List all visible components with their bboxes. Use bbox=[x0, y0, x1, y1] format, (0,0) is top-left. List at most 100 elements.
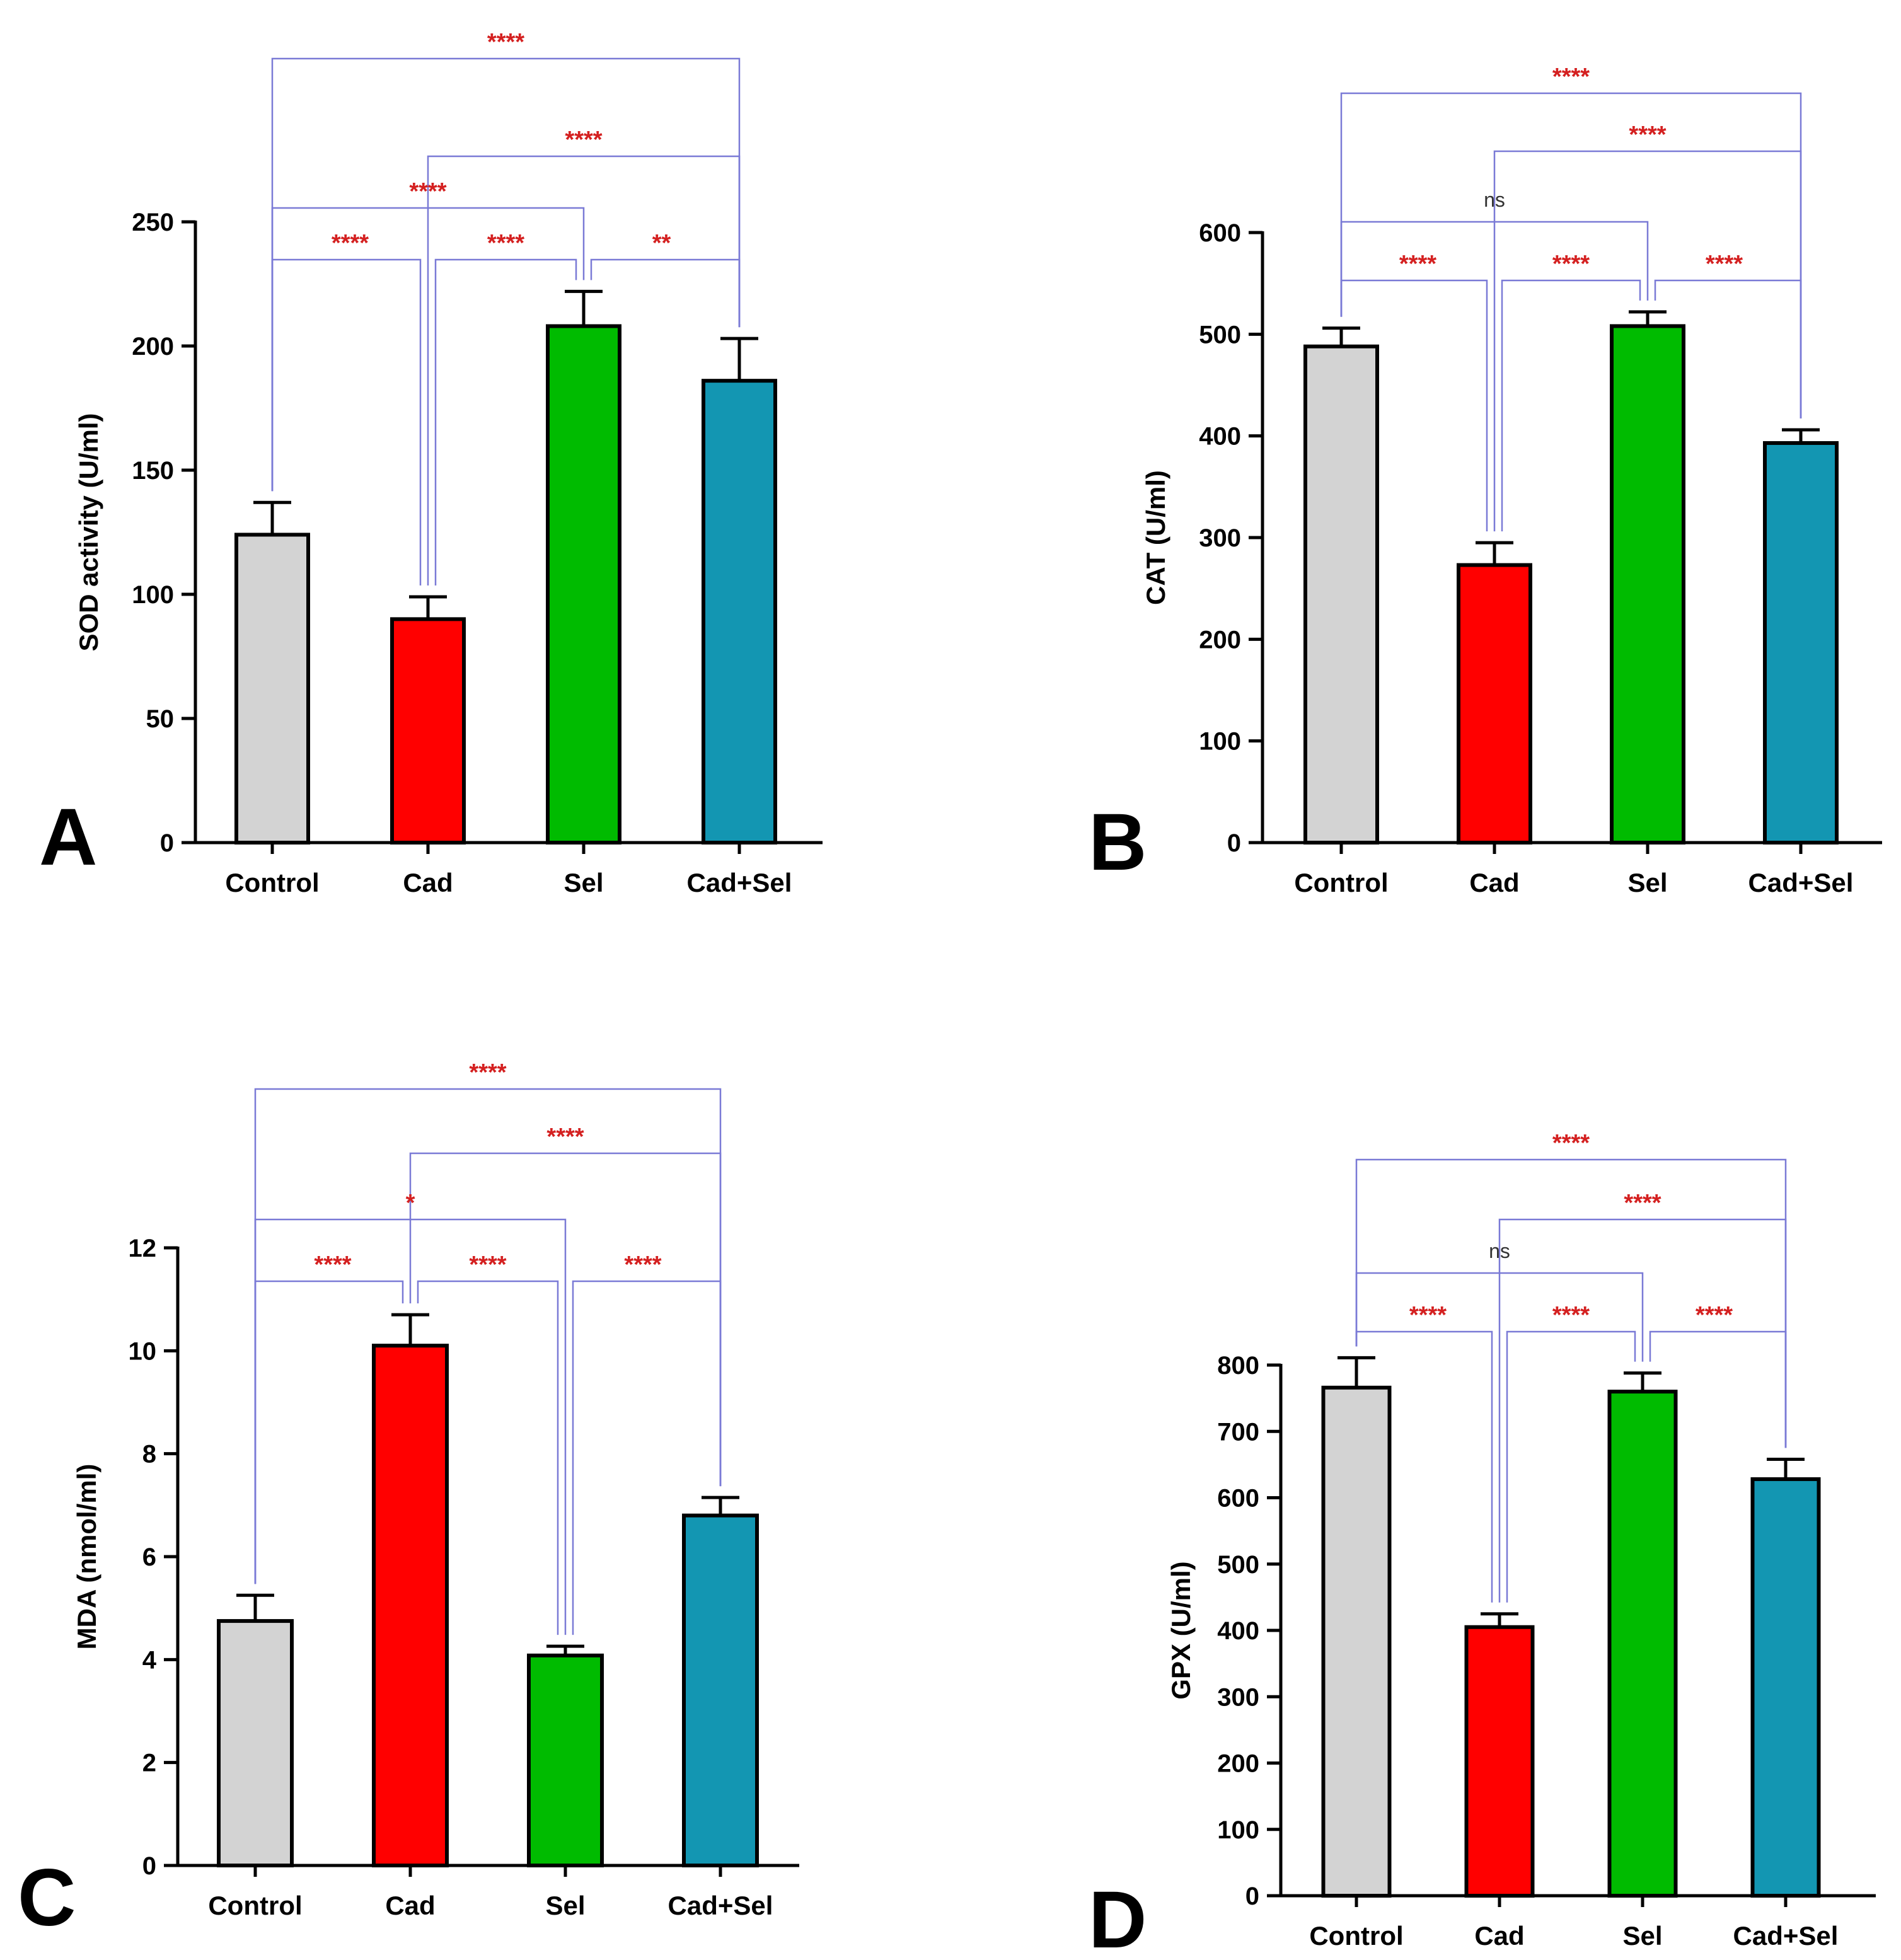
y-tick-label: 700 bbox=[1217, 1418, 1259, 1446]
y-tick-label: 600 bbox=[1217, 1485, 1259, 1513]
y-tick-label: 12 bbox=[129, 1235, 157, 1262]
significance-label: **** bbox=[332, 230, 369, 257]
y-tick-label: 500 bbox=[1217, 1551, 1259, 1579]
panel-letter: B bbox=[1089, 797, 1147, 887]
significance-bracket bbox=[1355, 1272, 1644, 1362]
significance-bracket bbox=[434, 258, 577, 585]
panel-letter: D bbox=[1089, 1875, 1147, 1960]
bar-control bbox=[1303, 344, 1379, 845]
y-axis-label: SOD activity (U/ml) bbox=[74, 413, 103, 651]
x-tick-label: Cad bbox=[385, 1891, 435, 1920]
y-axis-label: CAT (U/ml) bbox=[1141, 470, 1170, 605]
x-tick-label: Cad+Sel bbox=[687, 868, 792, 897]
y-tick-label: 200 bbox=[132, 333, 174, 360]
significance-label: **** bbox=[409, 178, 446, 205]
y-tick-label: 50 bbox=[146, 705, 175, 733]
x-tick-label: Cad bbox=[403, 868, 453, 897]
bar-control bbox=[1321, 1385, 1392, 1898]
y-tick-label: 200 bbox=[1217, 1750, 1259, 1778]
y-tick-label: 250 bbox=[132, 209, 174, 236]
significance-label: **** bbox=[1409, 1302, 1447, 1329]
y-axis-label: GPX (U/ml) bbox=[1166, 1561, 1196, 1699]
bar-cad-sel bbox=[1763, 441, 1839, 845]
significance-bracket bbox=[1649, 1330, 1787, 1448]
y-tick-label: 500 bbox=[1199, 321, 1241, 349]
bar-cad-sel bbox=[1750, 1477, 1821, 1898]
significance-bracket bbox=[254, 1280, 404, 1584]
bar-sel bbox=[1607, 1390, 1678, 1898]
significance-bracket bbox=[1340, 221, 1649, 317]
y-tick-label: 100 bbox=[1199, 728, 1241, 756]
significance-label: **** bbox=[469, 1059, 506, 1086]
bar-cad bbox=[1457, 563, 1532, 845]
bar-sel bbox=[527, 1653, 604, 1868]
significance-bracket bbox=[1340, 279, 1488, 532]
significance-label: ** bbox=[652, 230, 671, 257]
y-tick-label: 100 bbox=[132, 581, 174, 609]
significance-bracket bbox=[590, 258, 741, 328]
significance-label: **** bbox=[487, 29, 524, 55]
y-tick-label: 0 bbox=[1227, 829, 1241, 857]
bar-cad bbox=[372, 1344, 449, 1868]
x-tick-label: Cad+Sel bbox=[1733, 1921, 1839, 1951]
y-tick-label: 400 bbox=[1217, 1617, 1259, 1645]
significance-label: **** bbox=[565, 127, 602, 153]
x-tick-label: Cad bbox=[1474, 1921, 1524, 1951]
y-tick-label: 800 bbox=[1217, 1352, 1259, 1380]
y-tick-label: 600 bbox=[1199, 219, 1241, 247]
significance-label: **** bbox=[314, 1252, 351, 1278]
significance-label: **** bbox=[1552, 1130, 1590, 1156]
bar-sel bbox=[1610, 324, 1685, 845]
bar-control bbox=[234, 533, 310, 845]
x-tick-label: Control bbox=[208, 1891, 302, 1920]
significance-bracket bbox=[1501, 279, 1641, 532]
panel-letter: C bbox=[18, 1853, 76, 1943]
significance-label: **** bbox=[1629, 122, 1666, 148]
significance-label: * bbox=[406, 1190, 415, 1216]
y-tick-label: 0 bbox=[1245, 1882, 1259, 1910]
x-tick-label: Control bbox=[1309, 1921, 1403, 1951]
bar-control bbox=[217, 1619, 294, 1867]
panel-d: 0 100 200 300 400 500 600 700 800 GPX (U/ml) Contr… bbox=[1089, 1130, 1876, 1960]
y-tick-label: 2 bbox=[142, 1750, 156, 1777]
significance-bracket bbox=[1654, 279, 1802, 418]
y-tick-label: 300 bbox=[1217, 1683, 1259, 1711]
y-tick-label: 0 bbox=[160, 829, 174, 857]
significance-label: **** bbox=[1706, 251, 1743, 277]
significance-bracket bbox=[427, 155, 741, 585]
significance-bracket bbox=[572, 1280, 722, 1635]
x-tick-label: Control bbox=[1294, 868, 1388, 897]
panel-letter: A bbox=[39, 792, 97, 882]
y-tick-label: 10 bbox=[129, 1337, 157, 1365]
significance-label: **** bbox=[1552, 64, 1590, 90]
y-tick-label: 0 bbox=[142, 1852, 156, 1880]
significance-bracket bbox=[1355, 1330, 1493, 1603]
significance-label: ns bbox=[1484, 188, 1505, 211]
x-tick-label: Sel bbox=[563, 868, 603, 897]
y-tick-label: 300 bbox=[1199, 524, 1241, 552]
y-axis-label: MDA (nmol/ml) bbox=[72, 1464, 101, 1650]
x-tick-label: Cad bbox=[1469, 868, 1519, 897]
y-tick-label: 400 bbox=[1199, 423, 1241, 451]
significance-label: **** bbox=[1399, 251, 1436, 277]
bar-cad-sel bbox=[682, 1513, 759, 1868]
panel-b: 0 100 200 300 400 500 600 CAT (U/ml) Control Cad S… bbox=[1089, 64, 1882, 897]
x-tick-label: Cad+Sel bbox=[1748, 868, 1854, 897]
significance-label: **** bbox=[624, 1252, 661, 1278]
panel-a: 0 50 100 150 200 250 SOD activity (U/ml) Contro… bbox=[39, 29, 823, 897]
x-tick-label: Sel bbox=[1627, 868, 1667, 897]
x-tick-label: Cad+Sel bbox=[668, 1891, 773, 1920]
bar-sel bbox=[546, 324, 621, 845]
significance-bracket bbox=[417, 1280, 559, 1635]
y-tick-label: 8 bbox=[142, 1441, 156, 1468]
y-tick-label: 4 bbox=[142, 1646, 157, 1674]
panel-c: 0 2 4 6 8 10 12 MDA (nmol/ml) Control Cad Sel Cad+S… bbox=[18, 1059, 799, 1943]
significance-label: **** bbox=[1624, 1190, 1661, 1216]
significance-label: **** bbox=[1696, 1302, 1733, 1329]
significance-label: **** bbox=[1552, 1302, 1590, 1329]
bar-cad-sel bbox=[702, 379, 777, 845]
x-tick-label: Control bbox=[225, 868, 319, 897]
significance-label: **** bbox=[546, 1124, 584, 1150]
y-tick-label: 200 bbox=[1199, 626, 1241, 654]
